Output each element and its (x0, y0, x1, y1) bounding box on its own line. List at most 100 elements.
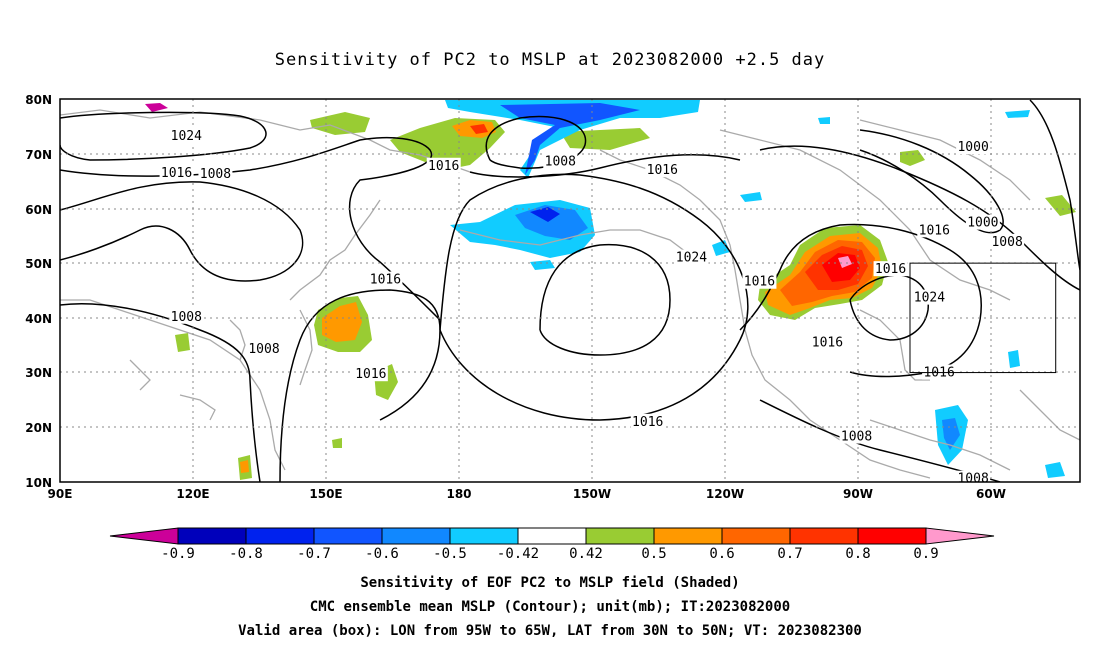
contour-label: 1016 (161, 166, 192, 181)
contour-label-bg (368, 271, 403, 287)
longitude-labels: 90E 120E 150E 180 150W 120W 90W 60W (48, 487, 1006, 501)
contour-label: 1000 (967, 216, 998, 231)
contour-label: 1008 (841, 430, 872, 445)
shade-negative-blue (500, 103, 640, 175)
lat-label: 30N (25, 366, 52, 380)
map-frame (59, 98, 1081, 483)
lon-label: 150W (573, 487, 611, 501)
contour-1016-npac (439, 173, 749, 421)
contour-label-bg (742, 273, 777, 289)
contour-label-bg (169, 128, 204, 144)
contour-label-bg (912, 289, 947, 305)
contour-1024-us (849, 274, 929, 341)
colorbar-arrow-high (925, 527, 995, 545)
colorbar-label: 0.8 (845, 546, 870, 562)
colorbar-label: -0.8 (229, 546, 263, 562)
map-plot-area: 1024 1016 1008 1016 1008 1016 1000 1000 1008 1016… (59, 98, 1081, 487)
caption-line-3: Valid area (box): LON from 95W to 65W, L… (238, 623, 862, 639)
contour-label-bg (839, 428, 874, 444)
shade-positive-green (1045, 195, 1076, 216)
shade-negative-cyan (1005, 110, 1030, 118)
lon-label: 120W (706, 487, 744, 501)
shade-positive-green (900, 150, 925, 166)
shade-positive-orange (240, 460, 249, 473)
shade-negative-cyan (1045, 462, 1065, 478)
caption-line-2: CMC ensemble mean MSLP (Contour); unit(m… (309, 599, 791, 615)
shade-positive-pink (838, 256, 852, 268)
contour-labels: 1024 1016 1008 1016 1008 1016 1000 1000 1008 1016… (159, 128, 1025, 487)
shade-positive-red (470, 124, 488, 134)
colorbar-label: -0.7 (297, 546, 331, 562)
contour-label: 1024 (914, 291, 945, 306)
contour-1008-greenland (1029, 99, 1080, 271)
contour-1008-asia (60, 181, 304, 282)
colorbar-label: 0.42 (569, 546, 603, 562)
map-title: Sensitivity of PC2 to MSLP at 2023082000… (274, 50, 826, 70)
contour-label-bg (198, 165, 233, 181)
contour-1008-arctic (485, 115, 587, 169)
contour-label: 1016 (812, 335, 843, 350)
colorbar-label: -0.5 (433, 546, 467, 562)
colorbar-cell (857, 527, 927, 545)
contour-1000-canada (859, 129, 1004, 234)
contour-label: 1008 (545, 154, 576, 169)
shade-positive-green (332, 438, 342, 448)
colorbar-cell (245, 527, 315, 545)
lat-label: 40N (25, 312, 52, 326)
shade-positive-green (175, 333, 190, 352)
colorbar-cell (721, 527, 791, 545)
contour-label: 1008 (200, 167, 231, 182)
lat-label: 50N (25, 257, 52, 271)
contour-label-bg (990, 233, 1025, 249)
colorbar-cell (517, 527, 587, 545)
lat-label: 60N (25, 203, 52, 217)
colorbar-label: 0.6 (709, 546, 734, 562)
colorbar-label: 0.5 (641, 546, 666, 562)
shade-positive-green (560, 128, 650, 150)
contour-1008-caribbean (759, 399, 1001, 482)
lon-label: 90E (48, 487, 73, 501)
contour-label: 1016 (919, 223, 950, 238)
contour-label-bg (917, 222, 952, 238)
contour-label: 1016 (355, 367, 386, 382)
lon-label: 180 (446, 487, 471, 501)
latitude-labels: 80N 70N 60N 50N 40N 30N 20N 10N (25, 93, 52, 490)
colorbar-label: 0.9 (913, 546, 938, 562)
lat-label: 70N (25, 148, 52, 162)
contour-label-bg (159, 164, 194, 180)
contour-1008-canada (759, 145, 1080, 291)
colorbar-cell (449, 527, 519, 545)
shade-negative-cyan (1008, 350, 1020, 368)
contour-1016-asia (60, 136, 441, 321)
valid-area-box (909, 262, 1057, 374)
contour-label: 1024 (171, 129, 202, 144)
colorbar-cell (177, 527, 247, 545)
contour-label: 1016 (632, 415, 663, 430)
lat-label: 80N (25, 93, 52, 107)
contour-label: 1008 (957, 472, 988, 487)
contour-label: 1016 (744, 275, 775, 290)
colorbar-label: -0.6 (365, 546, 399, 562)
shade-negative-cyan (530, 260, 555, 270)
shade-negative-blue (942, 418, 960, 450)
contour-label: 1016 (923, 366, 954, 381)
lat-label: 10N (25, 476, 52, 490)
colorbar-label: 0.7 (777, 546, 802, 562)
contour-1024-npac (539, 243, 671, 356)
contour-label-bg (247, 341, 281, 357)
shade-positive-pink (145, 103, 168, 112)
contour-label: 1016 (875, 262, 906, 277)
contour-label-bg (426, 157, 461, 173)
contour-label-bg (810, 334, 845, 350)
contour-1016-wpac (279, 289, 441, 482)
colorbar-cell (381, 527, 451, 545)
colorbar-cell (585, 527, 655, 545)
shade-positive-orange (322, 302, 362, 342)
contour-label-bg (353, 366, 388, 382)
lon-label: 150E (309, 487, 342, 501)
contour-label-bg (965, 214, 1000, 230)
caption-line-1: Sensitivity of EOF PC2 to MSLP field (Sh… (360, 575, 740, 591)
contour-label-bg (956, 139, 991, 155)
colorbar-cell (313, 527, 383, 545)
shade-negative-cyan (818, 117, 830, 124)
